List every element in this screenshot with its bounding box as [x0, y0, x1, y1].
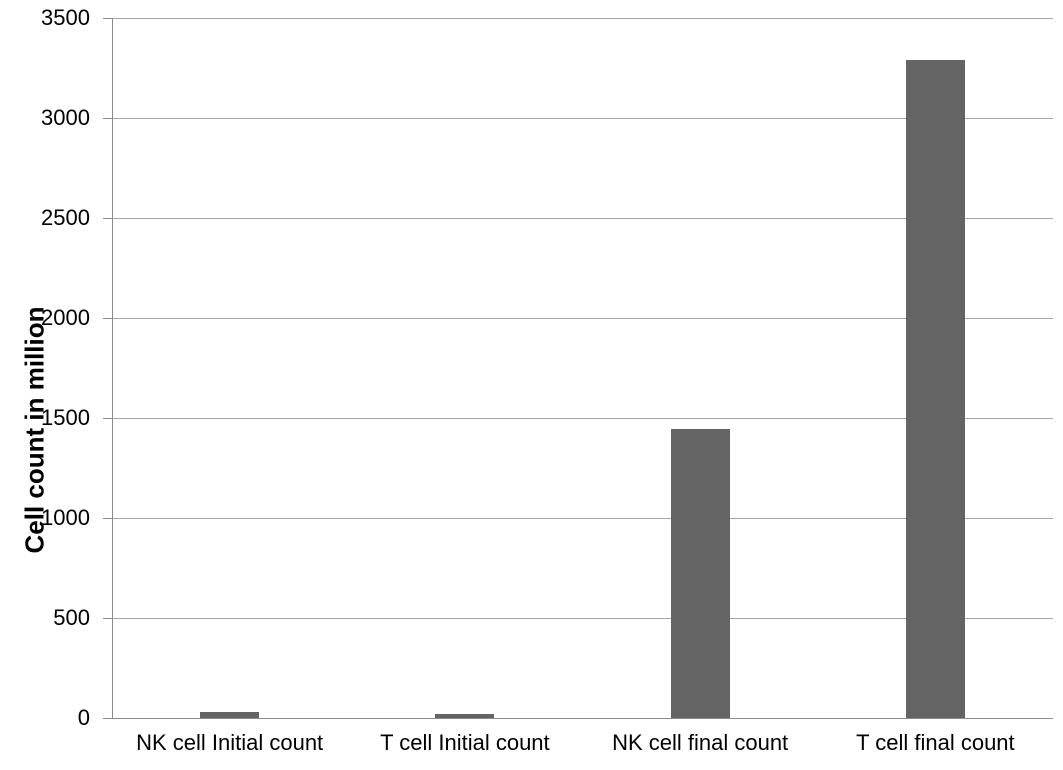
x-category-label: T cell final count — [856, 730, 1015, 755]
y-tick-label: 0 — [77, 705, 90, 730]
gridline — [112, 217, 1053, 219]
gridline — [112, 617, 1053, 619]
x-axis-baseline — [112, 718, 1053, 719]
y-tick-label: 2500 — [41, 205, 90, 230]
y-tick-label: 3500 — [41, 5, 90, 30]
x-category-label: NK cell final count — [612, 730, 789, 755]
y-tick-mark — [103, 717, 112, 719]
y-tick-label: 1500 — [41, 405, 90, 430]
y-tick-label: 2000 — [41, 305, 90, 330]
y-tick-mark — [103, 517, 112, 519]
y-tick-mark — [103, 117, 112, 119]
y-axis-line — [112, 18, 113, 718]
y-tick-label: 1000 — [41, 505, 90, 530]
bar-3 — [670, 429, 730, 718]
gridline — [112, 517, 1053, 519]
y-tick-label: 500 — [53, 605, 90, 630]
gridline — [112, 17, 1053, 19]
gridline — [112, 417, 1053, 419]
y-tick-label: 3000 — [41, 105, 90, 130]
y-tick-mark — [103, 317, 112, 319]
bar-4 — [905, 60, 965, 718]
plot-area — [112, 17, 1053, 718]
bar-2 — [435, 714, 495, 718]
gridline — [112, 317, 1053, 319]
y-tick-mark — [103, 417, 112, 419]
x-category-label: NK cell Initial count — [136, 730, 324, 755]
gridline — [112, 117, 1053, 119]
y-tick-mark — [103, 617, 112, 619]
y-tick-mark — [103, 17, 112, 19]
bar-1 — [200, 712, 260, 718]
y-tick-mark — [103, 217, 112, 219]
x-category-label: T cell Initial count — [380, 730, 550, 755]
